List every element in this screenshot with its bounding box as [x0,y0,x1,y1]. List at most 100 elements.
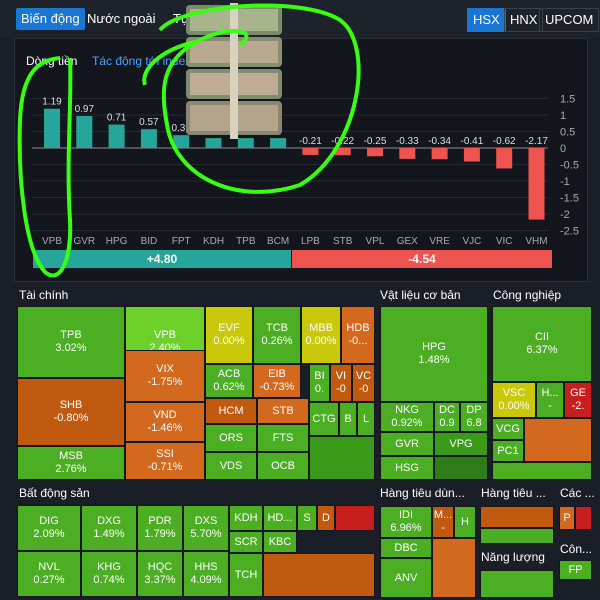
stock-cell-nvl[interactable]: NVL 0.27% [17,551,81,597]
stock-cell-hsg[interactable]: HSG [380,456,434,480]
stock-change: -0 [336,383,346,395]
stock-cell-stb[interactable]: STB [257,398,309,424]
bar-vre[interactable] [431,148,448,160]
data-label: -2.17 [525,136,548,147]
stock-cell-b[interactable]: B [339,402,357,436]
stock-cell-dp[interactable]: DP 6.8 [460,402,488,432]
stock-cell-blank[interactable] [524,418,592,462]
stock-cell-kdh[interactable]: KDH [229,505,263,531]
exchange-hsx-button[interactable]: HSX [467,8,506,32]
stock-cell-eib[interactable]: EIB -0.73% [253,364,301,398]
stock-cell-ors[interactable]: ORS [205,424,257,452]
stock-change: 0.92% [391,417,423,429]
bar-lpb[interactable] [302,148,319,155]
stock-cell-p[interactable]: P [559,506,575,530]
stock-cell-vpg[interactable]: VPG [434,432,488,456]
stock-cell-mbb[interactable]: MBB 0.00% [301,306,341,364]
stock-cell-blank[interactable] [434,456,488,480]
stock-cell-acb[interactable]: ACB 0.62% [205,364,253,398]
stock-cell-vsc[interactable]: VSC 0.00% [492,382,536,418]
stock-cell-l[interactable]: L [357,402,375,436]
bar-bcm[interactable] [270,138,287,148]
stock-cell-evf[interactable]: EVF 0.00% [205,306,253,364]
stock-cell-ssi[interactable]: SSI -0.71% [125,442,205,480]
stock-symbol: VIX [156,363,174,375]
stock-cell-blank[interactable] [309,436,375,480]
stock-cell-ge[interactable]: GE -2. [564,382,592,418]
stock-cell-vi[interactable]: VI -0 [330,364,352,402]
bar-vpl[interactable] [367,148,383,157]
stock-cell-pc1[interactable]: PC1 [492,440,524,462]
stock-cell-tch[interactable]: TCH [229,553,263,597]
stock-symbol: DIG [39,515,59,527]
stock-cell-hpg[interactable]: HPG 1.48% [380,306,488,402]
stock-cell-s[interactable]: S [297,505,317,531]
stock-cell-hqc[interactable]: HQC 3.37% [137,551,183,597]
stock-cell-blank[interactable] [492,462,592,480]
stock-cell-blank[interactable] [575,506,592,530]
bar-vhm[interactable] [528,148,545,220]
stock-cell-scr[interactable]: SCR [229,531,263,553]
stock-cell-fp[interactable]: FP [559,560,592,580]
stock-cell-khg[interactable]: KHG 0.74% [81,551,137,597]
stock-cell-vix[interactable]: VIX -1.75% [125,350,205,402]
stock-cell-shb[interactable]: SHB -0.80% [17,378,125,446]
stock-cell-hhs[interactable]: HHS 4.09% [183,551,229,597]
stock-cell-blank[interactable] [432,538,476,598]
stock-cell-fts[interactable]: FTS [257,424,309,452]
stock-cell-blank[interactable] [480,528,554,544]
bar-vpb[interactable] [44,108,60,148]
stock-cell-cii[interactable]: CII 6.37% [492,306,592,382]
stock-cell-vnd[interactable]: VND -1.46% [125,402,205,442]
tab-nuoc-ngoai[interactable]: Nước ngoài [87,11,156,26]
bar-gex[interactable] [399,148,416,159]
stock-cell-blank[interactable] [263,553,375,597]
exchange-upcom-button[interactable]: UPCOM [539,8,600,32]
exchange-hnx-button[interactable]: HNX [504,8,544,32]
stock-cell-dig[interactable]: DIG 2.09% [17,505,81,551]
bar-kdh[interactable] [205,138,222,148]
stock-cell-dc[interactable]: DC 0.9 [434,402,460,432]
bar-bid[interactable] [140,129,157,148]
bar-gvr[interactable] [76,115,93,148]
stock-cell-dxg[interactable]: DXG 1.49% [81,505,137,551]
stock-cell-m[interactable]: M... - [432,506,454,538]
stock-cell-tpb[interactable]: TPB 3.02% [17,306,125,378]
stock-cell-blank[interactable] [335,505,375,531]
stock-cell-blank[interactable] [480,570,554,598]
stock-symbol: P [563,511,571,524]
tab-bien-dong[interactable]: Biến động [16,8,85,30]
stock-cell-hcm[interactable]: HCM [205,398,257,424]
bar-stb[interactable] [334,148,351,156]
stock-cell-pdr[interactable]: PDR 1.79% [137,505,183,551]
stock-cell-vc[interactable]: VC -0 [352,364,375,402]
stock-cell-vds[interactable]: VDS [205,452,257,480]
stock-cell-h[interactable]: H... - [536,382,564,418]
stock-cell-ocb[interactable]: OCB [257,452,309,480]
bar-hpg[interactable] [108,124,125,148]
bar-vjc[interactable] [463,148,480,162]
stock-cell-ctg[interactable]: CTG [309,402,339,436]
stock-cell-kbc[interactable]: KBC [263,531,297,553]
stock-cell-gvr[interactable]: GVR [380,432,434,456]
stock-cell-hdb[interactable]: HDB -0... [341,306,375,364]
stock-cell-h[interactable]: H [454,506,476,538]
stock-cell-idi[interactable]: IDI 6.96% [380,506,432,538]
stock-cell-blank[interactable] [480,506,554,528]
stock-cell-dbc[interactable]: DBC [380,538,432,558]
stock-cell-vcg[interactable]: VCG [492,418,524,440]
stock-change: 0.74% [93,574,125,586]
stock-cell-nkg[interactable]: NKG 0.92% [380,402,434,432]
stock-symbol: VI [335,370,347,382]
stock-cell-tcb[interactable]: TCB 0.26% [253,306,301,364]
stock-cell-msb[interactable]: MSB 2.76% [17,446,125,480]
stock-cell-anv[interactable]: ANV [380,558,432,598]
stock-symbol: MSB [59,450,83,462]
stock-cell-hd[interactable]: HD... [263,505,297,531]
sector-title: Hàng tiêu dùn... [380,486,465,500]
stock-cell-bi[interactable]: BI 0. [309,364,330,402]
bar-vic[interactable] [496,148,513,169]
stock-cell-d[interactable]: D [317,505,335,531]
bar-tpb[interactable] [237,138,254,148]
stock-cell-dxs[interactable]: DXS 5.70% [183,505,229,551]
